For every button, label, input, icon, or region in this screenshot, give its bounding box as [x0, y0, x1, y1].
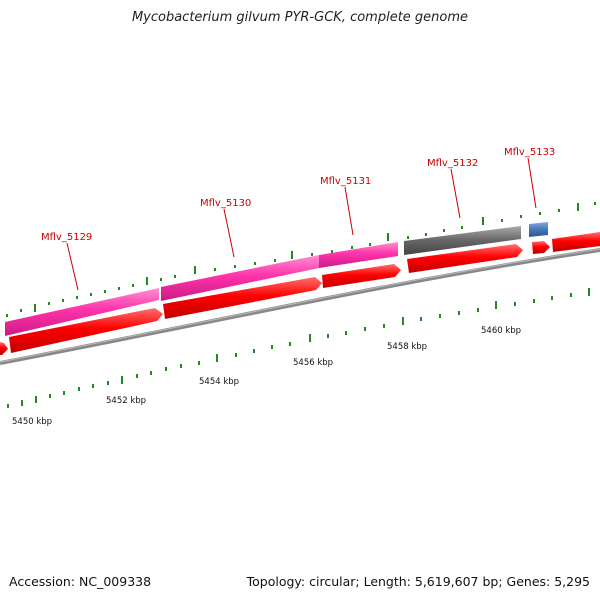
genome-summary-text: Topology: circular; Length: 5,619,607 bp… — [246, 574, 590, 589]
cds-arrow-mflv-5133[interactable] — [532, 241, 550, 254]
scale-ruler — [7, 288, 590, 408]
cds-arrow-5128[interactable] — [0, 342, 8, 355]
gene-label-mflv-5131[interactable]: Mflv_5131 — [320, 176, 371, 187]
scale-label-5454: 5454 kbp — [199, 377, 239, 387]
accession-text: Accession: NC_009338 — [9, 574, 152, 589]
cog-block-mflv-5132[interactable] — [404, 226, 521, 255]
gene-label-leaders — [66, 157, 537, 291]
cog-block-mflv-5130[interactable] — [161, 255, 319, 301]
gene-label-mflv-5130[interactable]: Mflv_5130 — [200, 198, 251, 209]
cds-arrow-mflv-5129[interactable] — [9, 308, 163, 353]
scale-label-5450: 5450 kbp — [12, 417, 52, 427]
scale-label-5460: 5460 kbp — [481, 326, 521, 336]
cds-arrow-mflv-5131[interactable] — [322, 264, 401, 288]
cog-block-mflv-5131[interactable] — [319, 242, 398, 268]
outer-tick-track — [6, 202, 596, 317]
gene-label-mflv-5129[interactable]: Mflv_5129 — [41, 232, 92, 243]
cds-arrow-mflv-5132[interactable] — [407, 244, 523, 273]
gene-label-mflv-5133[interactable]: Mflv_5133 — [504, 147, 555, 158]
cds-arrow-next[interactable] — [552, 232, 600, 252]
cog-track — [5, 222, 548, 336]
cds-arrow-mflv-5130[interactable] — [163, 277, 322, 319]
cog-block-mflv-5133[interactable] — [529, 222, 548, 237]
scale-label-5458: 5458 kbp — [387, 342, 427, 352]
genome-backbone — [0, 248, 600, 365]
backbone-highlight — [0, 248, 600, 363]
cds-track — [0, 232, 600, 355]
scale-label-5456: 5456 kbp — [293, 358, 333, 368]
scale-label-5452: 5452 kbp — [106, 396, 146, 406]
map-title: Mycobacterium gilvum PYR-GCK, complete g… — [131, 10, 469, 25]
gene-label-mflv-5132[interactable]: Mflv_5132 — [427, 158, 478, 169]
cog-block-mflv-5129[interactable] — [5, 288, 159, 336]
